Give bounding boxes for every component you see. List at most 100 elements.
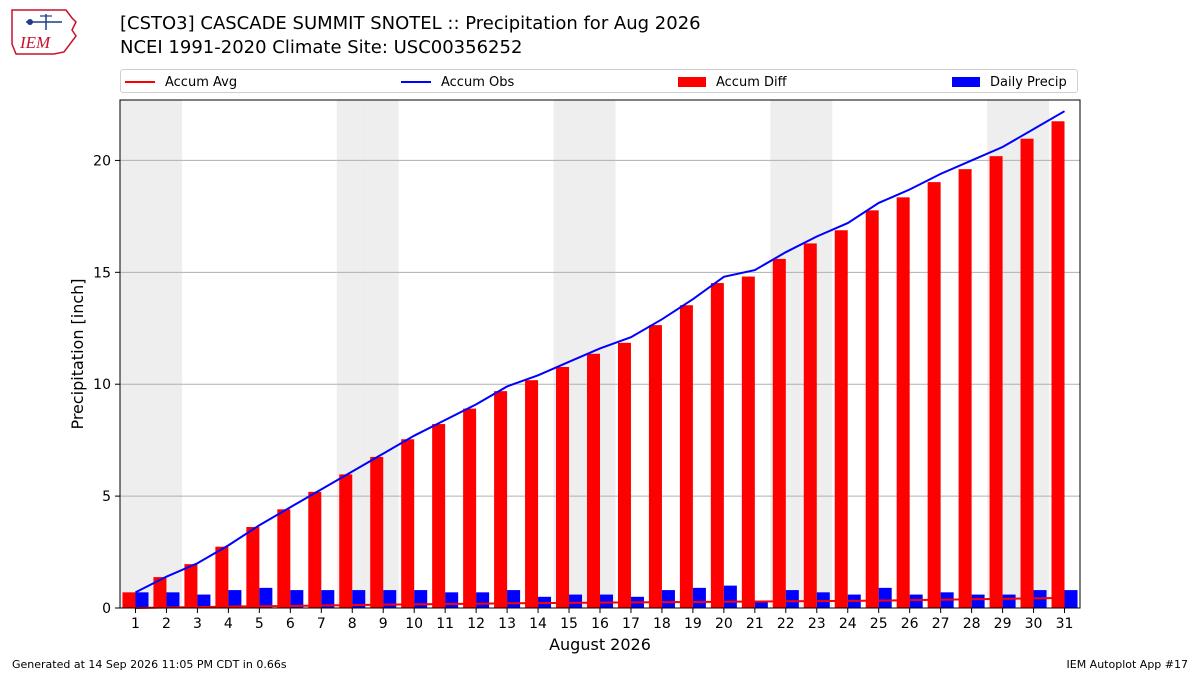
accum-diff-bar: [525, 380, 539, 608]
daily-precip-bar: [754, 601, 768, 608]
accum-diff-bar: [277, 509, 291, 608]
weekend-band: [120, 100, 151, 608]
x-tick-label: 9: [379, 616, 388, 632]
daily-precip-bar: [383, 590, 397, 608]
legend-item-daily-precip: Daily Precip: [952, 70, 1067, 94]
x-tick-label: 11: [436, 616, 454, 632]
accum-diff-bar: [370, 456, 384, 608]
daily-precip-bar: [135, 592, 149, 608]
y-tick-label: 5: [102, 489, 111, 505]
daily-precip-bar: [445, 592, 459, 608]
daily-precip-bar: [661, 590, 675, 608]
weekend-band: [150, 100, 182, 608]
x-tick-label: 25: [870, 616, 888, 632]
daily-precip-bar: [1002, 594, 1016, 608]
daily-precip-bar: [228, 590, 242, 608]
daily-precip-bar: [971, 594, 985, 608]
x-tick-label: 29: [994, 616, 1012, 632]
daily-precip-bar: [909, 594, 923, 608]
legend-label: Accum Avg: [165, 74, 238, 90]
daily-precip-bar: [723, 585, 737, 608]
x-tick-label: 30: [1025, 616, 1043, 632]
legend-item-accum-avg: Accum Avg: [125, 70, 237, 94]
chart-subtitle: NCEI 1991-2020 Climate Site: USC00356252: [120, 37, 523, 58]
accum-diff-bar: [710, 283, 724, 608]
x-tick-label: 31: [1056, 616, 1074, 632]
daily-precip-bar: [290, 590, 304, 608]
x-tick-label: 2: [162, 616, 171, 632]
legend-item-accum-obs: Accum Obs: [401, 70, 514, 94]
x-tick-label: 5: [255, 616, 264, 632]
daily-precip-bar: [476, 592, 490, 608]
legend-label: Accum Obs: [441, 74, 515, 90]
x-tick-label: 8: [348, 616, 357, 632]
accum-diff-bar: [494, 391, 508, 608]
accum-diff-bar: [803, 243, 817, 608]
y-tick-label: 0: [102, 601, 111, 617]
x-tick-label: 16: [591, 616, 609, 632]
y-tick-label: 10: [93, 377, 111, 393]
daily-precip-bar: [321, 590, 335, 608]
x-tick-label: 17: [622, 616, 640, 632]
accum-diff-bar: [927, 182, 941, 608]
app-label: IEM Autoplot App #17: [1066, 658, 1189, 671]
accum-diff-bar: [401, 439, 415, 608]
daily-precip-bar: [785, 590, 799, 608]
accum-diff-bar: [679, 305, 693, 608]
accum-diff-bar: [153, 577, 167, 608]
x-tick-label: 18: [653, 616, 671, 632]
accum-diff-bar: [339, 474, 353, 608]
daily-precip-bar: [259, 587, 273, 608]
accum-diff-bar: [1020, 138, 1034, 608]
accum-diff-bar: [432, 424, 446, 608]
accum-diff-bar: [184, 564, 198, 608]
x-tick-label: 15: [560, 616, 578, 632]
accum-diff-bar: [648, 325, 662, 608]
accum-diff-bar: [586, 353, 600, 608]
x-tick-label: 21: [746, 616, 764, 632]
accum-diff-bar: [463, 408, 477, 608]
accum-diff-bar: [617, 342, 631, 608]
y-tick-label: 20: [93, 153, 111, 169]
svg-text:IEM: IEM: [19, 33, 51, 52]
x-tick-label: 6: [286, 616, 295, 632]
plot-frame: [119, 99, 1081, 609]
x-tick-label: 23: [808, 616, 826, 632]
x-tick-label: 28: [963, 616, 981, 632]
legend-item-accum-diff: Accum Diff: [678, 70, 787, 94]
x-tick-label: 22: [777, 616, 795, 632]
x-tick-label: 10: [405, 616, 423, 632]
accum-diff-bar: [741, 276, 755, 608]
legend-swatch: [125, 81, 155, 83]
accum-diff-bar: [896, 197, 910, 608]
generated-timestamp: Generated at 14 Sep 2026 11:05 PM CDT in…: [12, 658, 287, 671]
iem-logo: IEM: [11, 9, 77, 55]
legend: Accum Avg Accum Obs Accum Diff Daily Pre…: [120, 69, 1078, 93]
daily-precip-bar: [878, 587, 892, 608]
x-tick-label: 3: [193, 616, 202, 632]
legend-swatch: [952, 77, 980, 87]
daily-precip-bar: [166, 592, 180, 608]
legend-label: Accum Diff: [716, 74, 787, 90]
daily-precip-bar: [197, 594, 211, 608]
daily-precip-bar: [569, 594, 583, 608]
legend-swatch: [678, 77, 706, 87]
x-tick-label: 24: [839, 616, 857, 632]
accum-diff-bar: [556, 366, 570, 608]
daily-precip-bar: [507, 590, 521, 608]
accum-diff-bar: [989, 156, 1003, 608]
accum-diff-bar: [1051, 121, 1065, 608]
x-tick-label: 20: [715, 616, 733, 632]
accum-diff-bar: [958, 169, 972, 608]
accum-diff-bar: [772, 258, 786, 608]
x-tick-label: 12: [467, 616, 485, 632]
x-tick-label: 4: [224, 616, 233, 632]
x-tick-label: 1: [131, 616, 140, 632]
accum-diff-bar: [865, 210, 879, 608]
chart-title: [CSTO3] CASCADE SUMMIT SNOTEL :: Precipi…: [120, 13, 701, 34]
x-tick-label: 7: [317, 616, 326, 632]
legend-swatch: [401, 81, 431, 83]
y-axis-label: Precipitation [inch]: [68, 278, 87, 429]
accum-diff-bar: [122, 592, 136, 608]
